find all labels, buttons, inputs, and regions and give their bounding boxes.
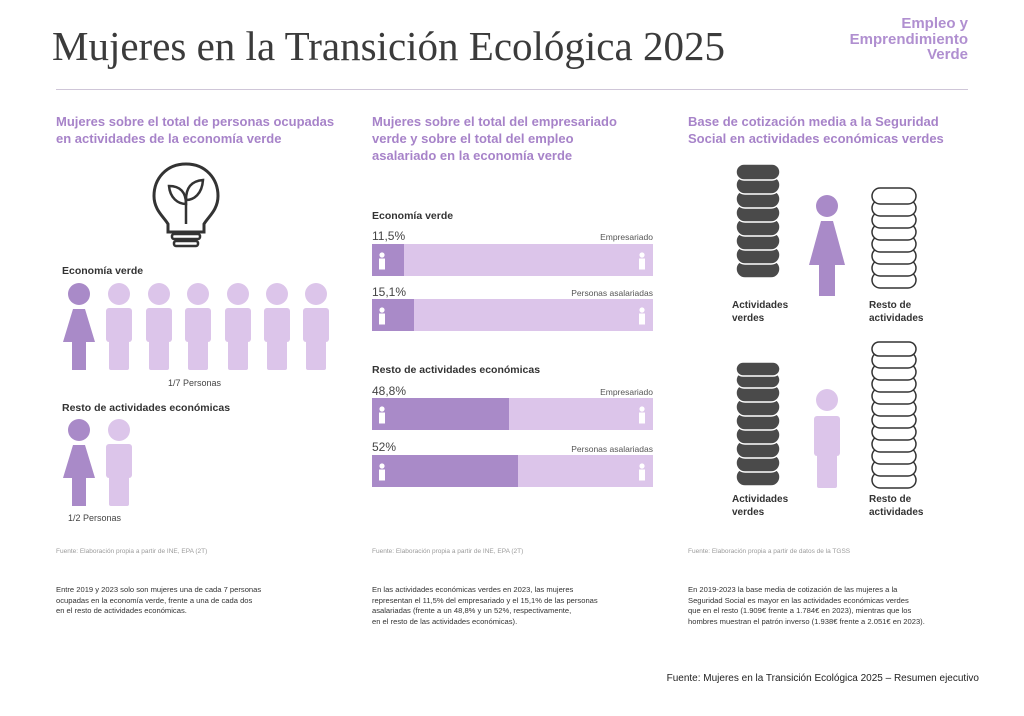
note-line: En 2019-2023 la base media de cotización… (688, 585, 898, 594)
woman-figure-icon (379, 252, 385, 270)
woman-figure-icon (379, 463, 385, 481)
people-row-economia-verde (63, 283, 329, 370)
bar-percent: 52% (372, 440, 397, 454)
lightbulb-sprout-icon (152, 162, 220, 248)
man-figure-icon (814, 389, 840, 488)
person-figure-icon (639, 406, 645, 424)
woman-figure-icon (379, 307, 385, 325)
label-resto-actividades: Resto de actividades (869, 299, 923, 325)
note-line: Seguridad Social es mayor en las activid… (688, 595, 909, 605)
col1-title-line: en actividades de la economía verde (56, 131, 282, 146)
bar-label: Empresariado (600, 232, 653, 242)
col3-note: En 2019-2023 la base media de cotización… (688, 585, 925, 627)
label-line: verdes (732, 313, 765, 324)
col3-source: Fuente: Elaboración propia a partir de d… (688, 548, 851, 555)
bar-asalariadas-resto (372, 455, 653, 487)
col2-title-line: verde y sobre el total del empleo (372, 131, 574, 146)
bar-fill (372, 244, 405, 276)
footer-source: Fuente: Mujeres en la Transición Ecológi… (666, 673, 979, 684)
tag-line: Verde (927, 46, 968, 63)
note-line: que en el resto (1.909€ frente a 1.784€ … (688, 606, 912, 615)
note-line: en el resto de actividades económicas. (56, 606, 187, 615)
col2-title: Mujeres sobre el total del empresariado … (372, 113, 672, 164)
woman-figure-icon (63, 283, 95, 370)
col1-group2-label: Resto de actividades económicas (62, 402, 231, 414)
col1-title: Mujeres sobre el total de personas ocupa… (56, 113, 356, 147)
label-line: actividades (869, 313, 924, 324)
bar-fill (372, 455, 519, 487)
col1-group1-label: Economía verde (62, 265, 144, 277)
label-line: Resto de (869, 494, 912, 505)
note-line: ocupadas en la economía verde, frente a … (56, 595, 253, 605)
col3-title: Base de cotización media a la Seguridad … (688, 113, 988, 147)
coin-stack-outline-icon (871, 341, 917, 489)
label-line: actividades (869, 507, 924, 518)
note-line: En las actividades económicas verdes en … (372, 585, 574, 594)
label-line: verdes (732, 507, 765, 518)
woman-figure-icon (63, 419, 95, 506)
col2-source: Fuente: Elaboración propia a partir de I… (372, 548, 524, 555)
col2-title-line: Mujeres sobre el total del empresariado (372, 114, 617, 129)
col1-note: Entre 2019 y 2023 solo son mujeres una d… (56, 585, 261, 617)
coin-stack-outline-icon (871, 187, 917, 289)
note-line: Entre 2019 y 2023 solo son mujeres una d… (56, 585, 262, 594)
col1-title-line: Mujeres sobre el total de personas ocupa… (56, 114, 335, 129)
note-line: asalariadas (frente a un 48,8% y un 52%,… (372, 606, 572, 615)
col1-source: Fuente: Elaboración propia a partir de I… (56, 548, 208, 555)
col1-group2-caption: 1/2 Personas (68, 513, 122, 523)
label-line: Actividades (732, 300, 789, 311)
header-divider (56, 89, 968, 90)
col2-section2-label: Resto de actividades económicas (372, 364, 541, 376)
col2-title-line: asalariado en la economía verde (372, 148, 573, 163)
coins-women-figure (735, 163, 917, 296)
tag-line: Emprendimiento (849, 30, 968, 48)
coin-stack-dark-icon (735, 361, 781, 487)
bar-asalariadas-verde (372, 299, 653, 331)
person-figure-icon (639, 307, 645, 325)
label-actividades-verdes: Actividades verdes (732, 493, 788, 519)
woman-figure-icon (809, 195, 845, 296)
label-resto-actividades: Resto de actividades (869, 493, 923, 519)
coin-stack-dark-icon (735, 163, 781, 279)
col3-title-line: Base de cotización media a la Seguridad (688, 114, 939, 129)
col2-note: En las actividades económicas verdes en … (372, 585, 598, 627)
col1-group1-caption: 1/7 Personas (168, 378, 222, 388)
bar-empresariado-resto (372, 398, 653, 430)
bar-percent: 15,1% (372, 285, 407, 299)
person-figure-icon (639, 463, 645, 481)
woman-figure-icon (379, 406, 385, 424)
bar-label: Personas asalariadas (571, 444, 653, 454)
bar-fill (372, 398, 510, 430)
bar-label: Personas asalariadas (571, 288, 653, 298)
bar-label: Empresariado (600, 387, 653, 397)
note-line: en el resto de las actividades económica… (372, 616, 518, 626)
note-line: hombres muestran el patrón inverso (1.93… (688, 616, 925, 626)
section-tag: Empleo y Emprendimiento Verde (798, 16, 968, 63)
person-figure-icon (639, 252, 645, 270)
col2-section1-label: Economía verde (372, 210, 454, 222)
tag-line: Empleo y (901, 15, 968, 32)
col3-title-line: Social en actividades económicas verdes (688, 131, 944, 146)
page-title: Mujeres en la Transición Ecológica 2025 (52, 23, 725, 69)
label-line: Actividades (732, 494, 789, 505)
person-figure-icon (106, 283, 329, 370)
coins-men-figure (735, 341, 917, 489)
note-line: representan el 11,5% del empresariado y … (372, 595, 598, 605)
label-line: Resto de (869, 300, 912, 311)
person-figure-icon (106, 419, 132, 506)
bar-percent: 11,5% (372, 229, 406, 243)
bar-percent: 48,8% (372, 384, 407, 398)
people-row-resto (63, 419, 132, 506)
bar-empresariado-verde (372, 244, 653, 276)
label-actividades-verdes: Actividades verdes (732, 299, 788, 325)
